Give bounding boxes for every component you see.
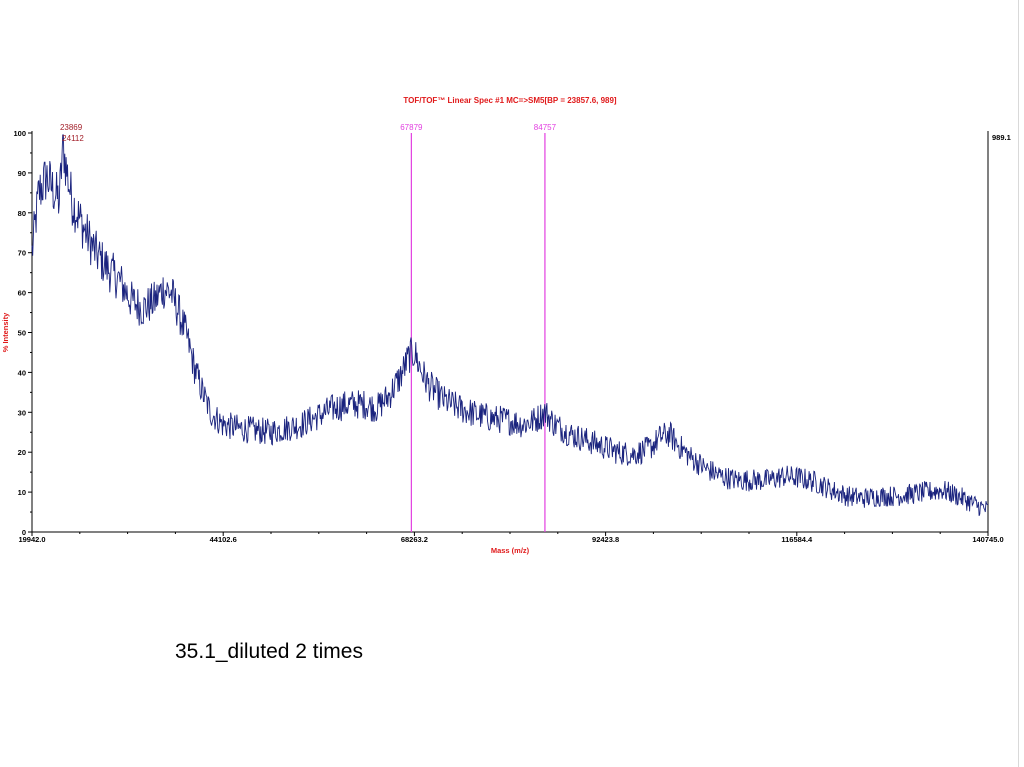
marker-label: 84757	[534, 123, 557, 132]
x-tick-label: 92423.8	[592, 535, 619, 544]
mass-spectrum-chart: 0 10 20 30 40 50 60 70 80 90 100 19942.0 44102.6 6826…	[1, 96, 1011, 555]
y-tick-label: 10	[18, 488, 26, 497]
marker-lines	[410, 133, 546, 532]
x-tick-label: 19942.0	[18, 535, 45, 544]
y-tick-label: 60	[18, 289, 26, 298]
x-tick-label: 68263.2	[401, 535, 428, 544]
axes	[28, 131, 989, 536]
y-tick-label: 90	[18, 169, 26, 178]
y-axis-label: % Intensity	[1, 312, 10, 352]
y-tick-label: 30	[18, 408, 26, 417]
peak-label: 23869	[60, 123, 83, 132]
y-tick-label: 100	[13, 129, 26, 138]
y-tick-label: 70	[18, 249, 26, 258]
y-tick-label: 50	[18, 329, 26, 338]
spectrum-series	[31, 134, 989, 517]
chart-labels: 0 10 20 30 40 50 60 70 80 90 100 19942.0 44102.6 6826…	[1, 96, 1011, 555]
slide-edge	[1018, 0, 1019, 767]
y-tick-label: 80	[18, 209, 26, 218]
y-tick-label: 40	[18, 368, 26, 377]
spectrum-line	[31, 134, 989, 517]
y-tick-label: 0	[22, 528, 26, 537]
y-tick-label: 20	[18, 448, 26, 457]
slide-caption: 35.1_diluted 2 times	[175, 640, 363, 663]
x-axis-label: Mass (m/z)	[491, 546, 530, 555]
x-tick-label: 116584.4	[781, 535, 813, 544]
chart-title: TOF/TOF™ Linear Spec #1 MC=>SM5[BP = 238…	[403, 96, 617, 105]
max-intensity-label: 989.1	[992, 133, 1011, 142]
x-tick-label: 140745.0	[972, 535, 1003, 544]
peak-label: 24112	[62, 134, 84, 143]
x-tick-label: 44102.6	[210, 535, 237, 544]
marker-label: 67879	[400, 123, 423, 132]
